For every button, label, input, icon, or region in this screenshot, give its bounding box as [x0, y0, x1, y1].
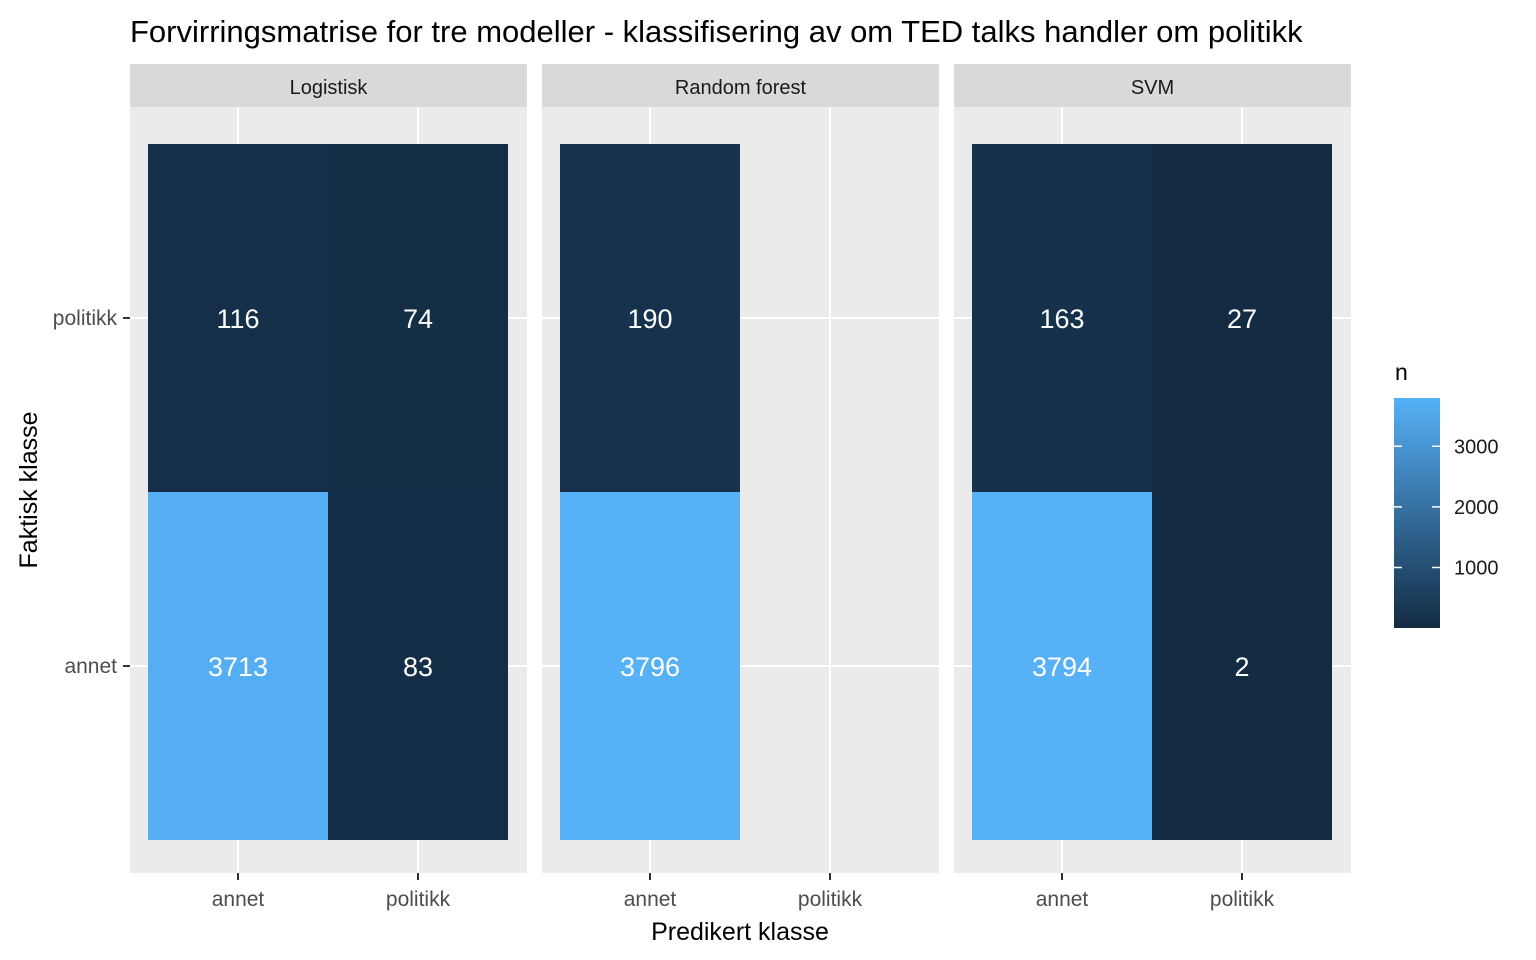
heatmap-cell	[1152, 492, 1332, 840]
color-legend: n 1000 2000 3000	[1394, 359, 1499, 628]
legend-tick-label: 2000	[1454, 497, 1499, 519]
cell-value-label: 3713	[208, 652, 268, 682]
x-axis-tick-label: annet	[624, 888, 677, 911]
chart-title: Forvirringsmatrise for tre modeller - kl…	[130, 14, 1303, 49]
heatmap-cell	[560, 144, 740, 492]
cell-value-label: 3794	[1032, 652, 1092, 682]
facet-strip	[130, 64, 527, 107]
heatmap-cell	[148, 492, 328, 840]
x-axis-tick-label: politikk	[1210, 888, 1275, 911]
heatmap-cell	[148, 144, 328, 492]
cell-value-label: 116	[216, 304, 259, 334]
facet-logistisk: Logistisk 116 74 3713 83 annet politikk	[130, 64, 527, 911]
facet-strip-label: Logistisk	[290, 77, 369, 99]
cell-value-label: 74	[403, 304, 433, 334]
heatmap-cell	[1152, 144, 1332, 492]
x-axis-tick-label: annet	[212, 888, 265, 911]
y-axis-label: Faktisk klasse	[15, 412, 43, 569]
heatmap-cell	[972, 492, 1152, 840]
facet-strip-label: SVM	[1131, 77, 1174, 99]
x-axis-tick-label: annet	[1036, 888, 1089, 911]
heatmap-cell	[560, 492, 740, 840]
x-axis-tick-label: politikk	[386, 888, 451, 911]
y-axis-tick-label: politikk	[53, 307, 118, 330]
heatmap-cell	[328, 144, 508, 492]
y-axis-tick-label: annet	[64, 655, 117, 678]
cell-value-label: 190	[627, 304, 672, 334]
cell-value-label: 2	[1234, 652, 1249, 682]
legend-tick-label: 3000	[1454, 436, 1499, 458]
facet-svm: SVM 163 27 3794 2 annet politikk	[954, 64, 1351, 911]
facet-strip-label: Random forest	[675, 77, 807, 99]
heatmap-cell	[972, 144, 1152, 492]
legend-title: n	[1395, 359, 1408, 385]
facet-strip	[542, 64, 939, 107]
facet-random-forest: Random forest 190 3796 annet politikk	[542, 64, 939, 911]
facet-strip	[954, 64, 1351, 107]
cell-value-label: 3796	[620, 652, 680, 682]
heatmap-cell	[328, 492, 508, 840]
legend-tick-label: 1000	[1454, 557, 1499, 579]
y-axis: annet politikk	[53, 307, 130, 678]
cell-value-label: 163	[1039, 304, 1084, 334]
legend-colorbar	[1394, 398, 1440, 628]
legend-ticks: 1000 2000 3000	[1394, 436, 1499, 579]
cell-value-label: 27	[1227, 304, 1257, 334]
x-axis-label: Predikert klasse	[651, 918, 829, 946]
x-axis-tick-label: politikk	[798, 888, 863, 911]
cell-value-label: 83	[403, 652, 433, 682]
